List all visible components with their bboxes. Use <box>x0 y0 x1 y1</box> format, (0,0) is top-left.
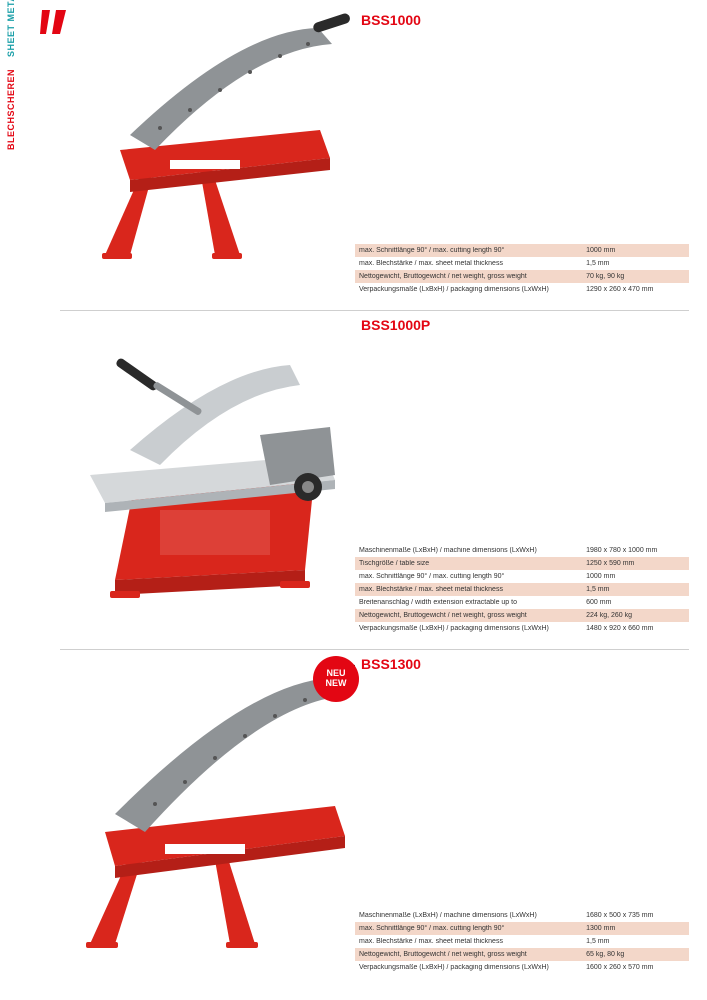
product-image-area <box>60 315 355 645</box>
spec-label: max. Blechstärke / max. sheet metal thic… <box>355 938 582 945</box>
spec-row: Nettogewicht, Bruttogewicht / net weight… <box>355 270 689 283</box>
spec-row: Nettogewicht, Bruttogewicht / net weight… <box>355 609 689 622</box>
product-image-area <box>60 10 355 306</box>
spec-label: max. Blechstärke / max. sheet metal thic… <box>355 260 582 267</box>
spec-label: Verpackungsmaße (LxBxH) / packaging dime… <box>355 286 582 293</box>
spec-row: Tischgröße / table size1250 x 590 mm <box>355 557 689 570</box>
spec-value: 1300 mm <box>582 925 689 932</box>
spec-value: 1290 x 260 x 470 mm <box>582 286 689 293</box>
spec-row: max. Schnittlänge 90° / max. cutting len… <box>355 922 689 935</box>
product-text-area: BSS1000 max. Schnittlänge 90° / max. cut… <box>355 10 689 306</box>
spec-row: Verpackungsmaße (LxBxH) / packaging dime… <box>355 622 689 635</box>
spec-label: Nettogewicht, Bruttogewicht / net weight… <box>355 273 582 280</box>
spec-label: Nettogewicht, Bruttogewicht / net weight… <box>355 612 582 619</box>
spec-label: Nettogewicht, Bruttogewicht / net weight… <box>355 951 582 958</box>
product-text-area: BSS1000P Maschinenmaße (LxBxH) / machine… <box>355 315 689 645</box>
product-text-area: BSS1300 Maschinenmaße (LxBxH) / machine … <box>355 654 689 984</box>
spec-label: max. Schnittlänge 90° / max. cutting len… <box>355 573 582 580</box>
product-model: BSS1000P <box>361 317 689 333</box>
spec-label: Maschinenmaße (LxBxH) / machine dimensio… <box>355 547 582 554</box>
spec-value: 224 kg, 260 kg <box>582 612 689 619</box>
spec-row: max. Schnittlänge 90° / max. cutting len… <box>355 570 689 583</box>
spec-value: 1250 x 590 mm <box>582 560 689 567</box>
badge-line-en: NEW <box>326 679 347 689</box>
spec-row: Maschinenmaße (LxBxH) / machine dimensio… <box>355 909 689 922</box>
spec-row: max. Blechstärke / max. sheet metal thic… <box>355 257 689 270</box>
spec-value: 1,5 mm <box>582 938 689 945</box>
spec-table: max. Schnittlänge 90° / max. cutting len… <box>355 244 689 296</box>
new-badge: NEU NEW <box>313 656 359 702</box>
spec-value: 600 mm <box>582 599 689 606</box>
spec-value: 70 kg, 90 kg <box>582 273 689 280</box>
spec-row: max. Blechstärke / max. sheet metal thic… <box>355 583 689 596</box>
product-image-area: NEU NEW <box>60 654 355 984</box>
spec-row: Breitenanschlag / width extension extrac… <box>355 596 689 609</box>
product-block: BSS1000 max. Schnittlänge 90° / max. cut… <box>60 10 689 306</box>
spec-row: max. Blechstärke / max. sheet metal thic… <box>355 935 689 948</box>
spec-label: Verpackungsmaße (LxBxH) / packaging dime… <box>355 964 582 971</box>
spec-label: Verpackungsmaße (LxBxH) / packaging dime… <box>355 625 582 632</box>
product-block: BSS1000P Maschinenmaße (LxBxH) / machine… <box>60 315 689 645</box>
spec-row: Verpackungsmaße (LxBxH) / packaging dime… <box>355 961 689 974</box>
spec-row: Nettogewicht, Bruttogewicht / net weight… <box>355 948 689 961</box>
product-model: BSS1000 <box>361 12 689 28</box>
section-divider <box>60 310 689 311</box>
spec-value: 1480 x 920 x 660 mm <box>582 625 689 632</box>
spec-value: 1000 mm <box>582 573 689 580</box>
spec-table: Maschinenmaße (LxBxH) / machine dimensio… <box>355 909 689 974</box>
spec-row: Verpackungsmaße (LxBxH) / packaging dime… <box>355 283 689 296</box>
spec-value: 65 kg, 80 kg <box>582 951 689 958</box>
spec-label: max. Schnittlänge 90° / max. cutting len… <box>355 925 582 932</box>
spec-value: 1600 x 260 x 570 mm <box>582 964 689 971</box>
spec-value: 1,5 mm <box>582 586 689 593</box>
spec-row: max. Schnittlänge 90° / max. cutting len… <box>355 244 689 257</box>
product-block: NEU NEW BSS1300 Maschinenmaße (LxBxH) / … <box>60 654 689 984</box>
spec-value: 1980 x 780 x 1000 mm <box>582 547 689 554</box>
spec-label: max. Blechstärke / max. sheet metal thic… <box>355 586 582 593</box>
side-label-en: SHEET METAL SHEARS <box>6 0 16 57</box>
side-label-de: BLECHSCHEREN <box>6 69 16 150</box>
spec-label: Breitenanschlag / width extension extrac… <box>355 599 582 606</box>
spec-value: 1,5 mm <box>582 260 689 267</box>
spec-value: 1680 x 500 x 735 mm <box>582 912 689 919</box>
spec-value: 1000 mm <box>582 247 689 254</box>
spec-label: Maschinenmaße (LxBxH) / machine dimensio… <box>355 912 582 919</box>
spec-label: Tischgröße / table size <box>355 560 582 567</box>
spec-row: Maschinenmaße (LxBxH) / machine dimensio… <box>355 544 689 557</box>
spec-label: max. Schnittlänge 90° / max. cutting len… <box>355 247 582 254</box>
section-divider <box>60 649 689 650</box>
side-category-label: BLECHSCHEREN SHEET METAL SHEARS <box>6 0 16 150</box>
product-model: BSS1300 <box>361 656 689 672</box>
spec-table: Maschinenmaße (LxBxH) / machine dimensio… <box>355 544 689 635</box>
